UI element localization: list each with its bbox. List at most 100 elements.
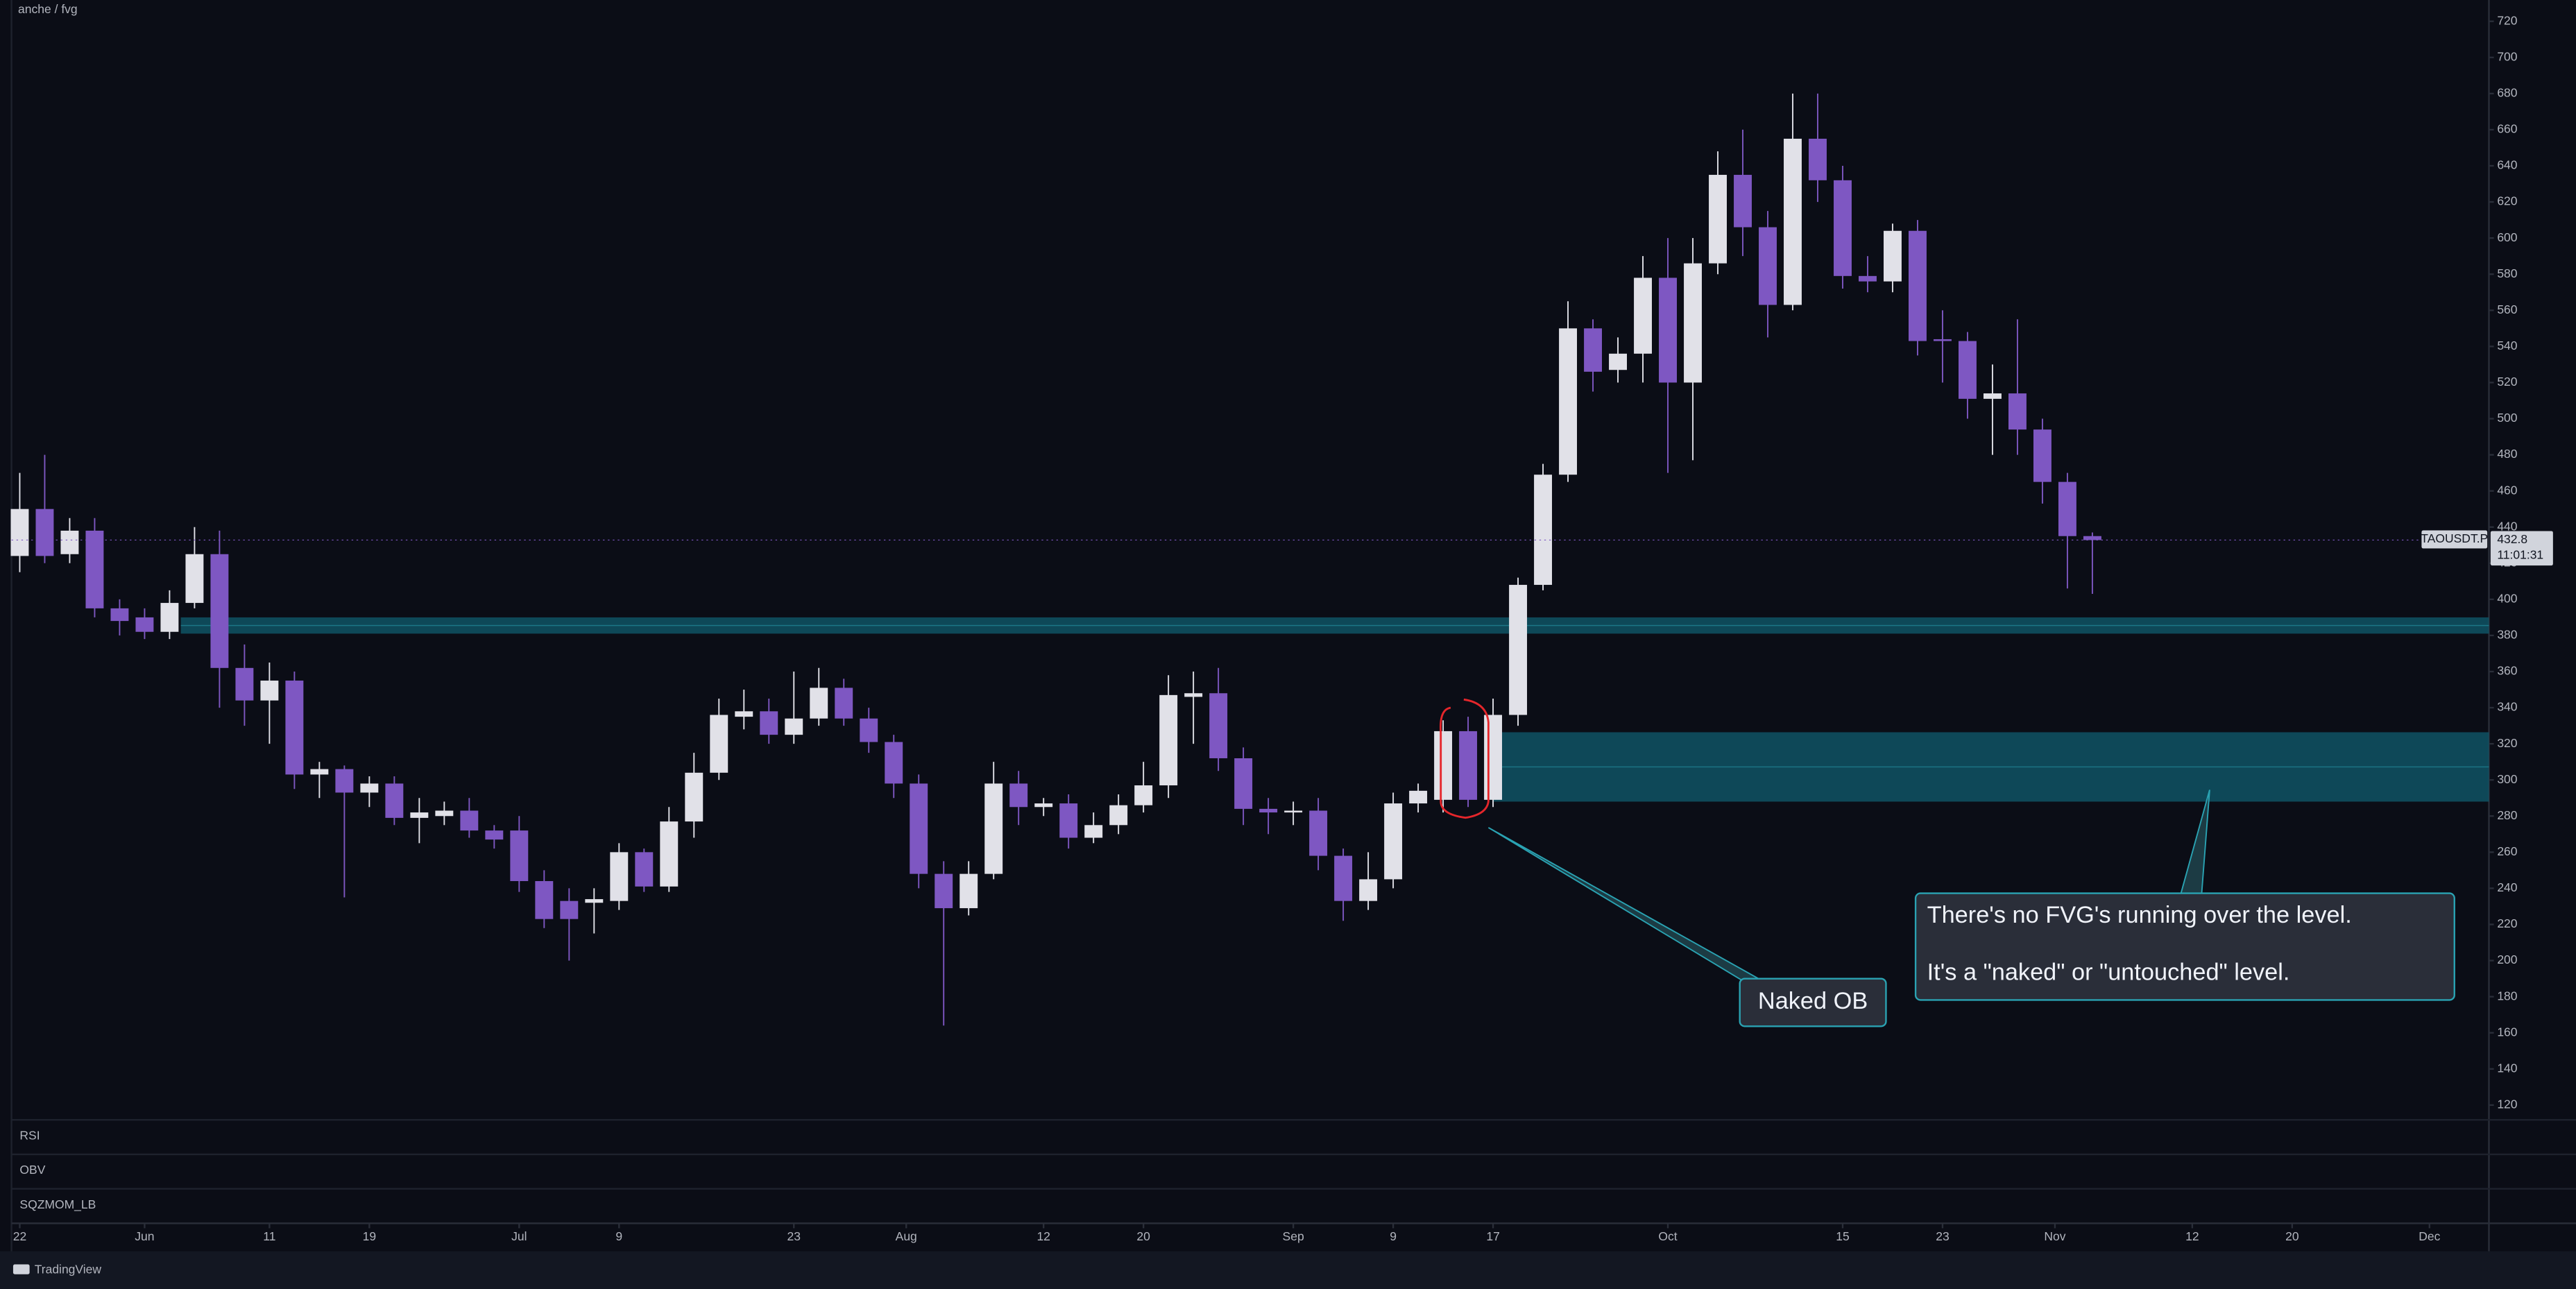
candle-body [585,899,604,903]
candle-body [885,742,903,784]
y-tick-label: 120 [2497,1097,2517,1111]
y-tick-label: 620 [2497,194,2517,208]
candle-body [1684,263,1702,383]
candle-body [1884,230,1902,282]
candle-body [1334,855,1353,901]
candle-body [1634,278,1652,354]
candle-body [485,830,504,840]
candle-body [110,608,129,622]
y-tick-label: 200 [2497,953,2517,966]
candle-body [135,617,154,632]
candle-body [860,718,878,742]
brand-logo[interactable]: TradingView [12,1262,102,1276]
pane-label[interactable]: SQZMOM_LB [19,1197,96,1212]
candle-body [1934,339,1952,341]
candle-body [1609,353,1627,370]
candle-body [1759,227,1777,305]
y-tick-label: 220 [2497,916,2517,930]
candle-body [1784,138,1802,305]
workspace-name[interactable]: anche / fvg [18,2,78,16]
x-tick-label: 20 [2285,1229,2299,1243]
y-tick-label: 180 [2497,989,2517,1002]
candle-body [10,509,29,556]
footer-bar [0,1251,2576,1289]
x-tick-label: 11 [263,1229,275,1243]
candle-body [760,711,778,735]
candle-body [410,812,429,818]
x-tick-label: 9 [1390,1229,1397,1243]
candle-body [85,530,104,608]
candle-body [1059,803,1078,838]
pane-label[interactable]: OBV [19,1163,45,1177]
candle-body [1309,810,1328,856]
pane-label[interactable]: RSI [19,1129,40,1143]
candle-body [235,667,254,701]
y-tick-label: 240 [2497,880,2517,894]
candle-body [35,509,54,556]
y-tick-label: 160 [2497,1025,2517,1039]
candle-body [1834,180,1852,276]
candle-body [1234,758,1253,809]
candle-body [1009,783,1028,808]
candle-body [160,603,179,632]
countdown-label: 11:01:31 [2497,548,2543,562]
last-price-label: 432.8 [2497,532,2527,546]
y-tick-label: 440 [2497,519,2517,533]
candle-body [535,881,554,919]
candle-body [984,783,1003,874]
candle-body [210,554,229,668]
candle-body [2033,429,2052,482]
y-tick-label: 260 [2497,844,2517,858]
candle-body [710,715,728,773]
candle-body [185,554,204,604]
candle-body [2008,393,2027,430]
candle-body [1859,275,1877,282]
candle-body [360,783,379,793]
y-tick-label: 680 [2497,85,2517,99]
x-tick-label: 23 [787,1229,801,1243]
y-tick-label: 520 [2497,375,2517,389]
candle-body [910,783,928,874]
candle-body [935,873,953,909]
candle-body [60,530,79,554]
candle-body [1559,328,1578,475]
candle-body [1159,694,1178,786]
candle-body [2058,481,2076,536]
x-tick-label: 20 [1136,1229,1150,1243]
x-tick-label: 23 [1936,1229,1949,1243]
y-tick-label: 340 [2497,700,2517,714]
annotation-text: It's a "naked" or "untouched" level. [1927,959,2290,986]
candle-body [1459,731,1478,800]
y-tick-label: 560 [2497,302,2517,316]
x-tick-label: 19 [363,1229,376,1243]
x-tick-label: 17 [1486,1229,1499,1243]
candle-body [685,772,703,822]
candle-body [1809,138,1827,180]
candle-body [1209,693,1228,758]
annotation-box[interactable] [1914,892,2455,1001]
candle-body [1659,278,1677,383]
y-tick-label: 140 [2497,1061,2517,1075]
candle-body [1909,230,1927,341]
brand-name: TradingView [35,1262,102,1276]
annotation-text: There's no FVG's running over the level. [1927,902,2352,928]
candle-body [1084,825,1103,838]
candle-body [1134,785,1153,805]
y-tick-label: 300 [2497,772,2517,786]
candle-body [835,688,853,719]
candle-body [1109,805,1128,826]
candle-body [310,769,329,775]
logo-mark [12,1264,30,1274]
candle-body [435,810,454,817]
candle-body [1284,810,1303,813]
y-tick-label: 600 [2497,230,2517,244]
x-tick-label: Oct [1658,1229,1677,1243]
symbol-tag[interactable] [2421,530,2488,549]
candle-body [610,852,629,901]
candle-body [1584,328,1603,372]
candle-body [510,830,529,882]
annotation-box[interactable] [1739,978,1887,1027]
